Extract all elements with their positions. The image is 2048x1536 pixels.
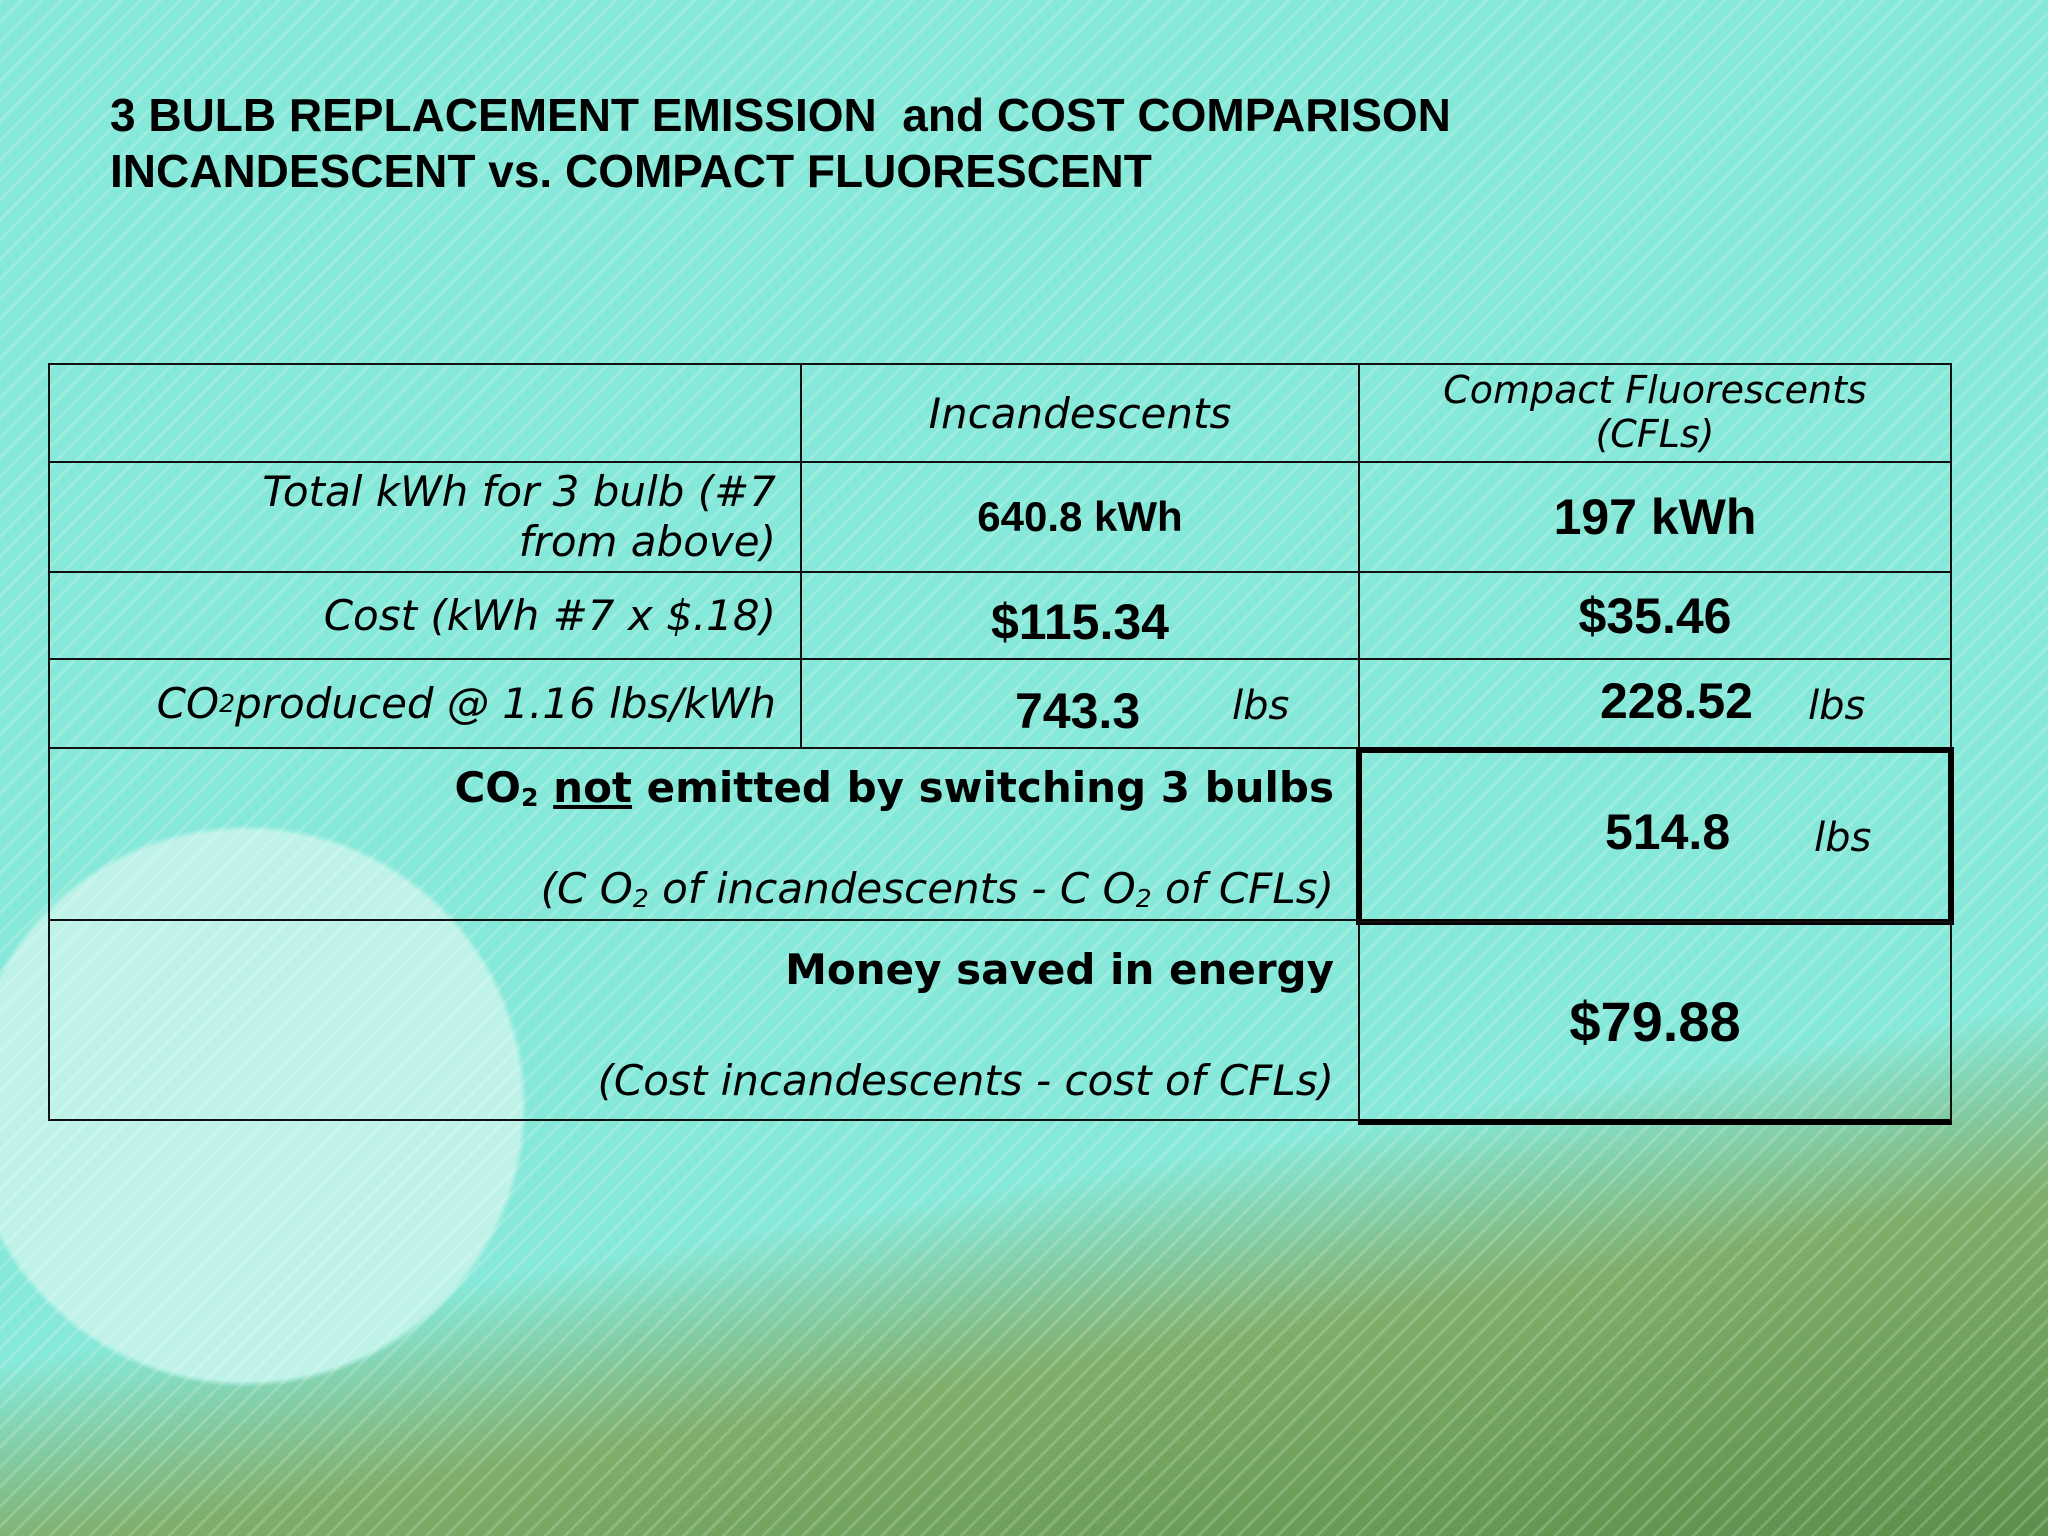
subscript: 2 [632,883,649,913]
text: of CFLs) [1151,864,1334,913]
text: (C O [540,864,633,913]
cell-value: 228.52 [1600,673,1753,729]
cell-value: $79.88 [1358,921,1952,1125]
text [539,763,554,812]
text: CO [454,763,522,812]
row-label: Total kWh for 3 bulb (#7 from above) [48,461,802,573]
title-line: 3 BULB REPLACEMENT EMISSION and COST COM… [110,89,1451,141]
column-header: Compact Fluorescents (CFLs) [1358,363,1952,463]
unit: lbs [1232,683,1290,729]
cell-value: 640.8 kWh [800,461,1360,573]
cell-value: $115.34 [800,571,1360,660]
summary-heading: Money saved in energy [785,945,1334,994]
text: not [553,763,633,812]
title-line: INCANDESCENT vs. COMPACT FLUORESCENT [110,145,1152,197]
cell-value: 743.3 [1015,683,1141,739]
cell-value: 197 kWh [1358,461,1952,573]
summary-heading: CO2 not emitted by switching 3 bulbs [454,763,1334,812]
column-header: Incandescents [800,363,1360,463]
summary-label: CO2 not emitted by switching 3 bulbs (C … [48,747,1360,921]
row-label: Cost (kWh #7 x $.18) [48,571,802,660]
row-label: CO 2 produced @ 1.16 lbs/kWh [48,658,802,749]
subscript: 2 [219,689,236,718]
subscript: 2 [521,782,539,812]
unit: lbs [1808,683,1866,729]
text: of incandescents - C O [648,864,1136,913]
text: emitted by switching 3 bulbs [632,763,1334,812]
summary-note: (Cost incandescents - cost of CFLs) [597,1056,1334,1105]
text: CO [156,679,220,728]
cell-value: 514.8 [1605,804,1731,860]
summary-note: (C O2 of incandescents - C O2 of CFLs) [541,864,1334,913]
summary-label: Money saved in energy (Cost incandescent… [48,919,1360,1121]
text: produced @ 1.16 lbs/kWh [235,679,776,728]
subscript: 2 [1135,883,1152,913]
cell-value: $35.46 [1358,571,1952,660]
unit: lbs [1814,815,1872,861]
table-cell [48,363,802,463]
